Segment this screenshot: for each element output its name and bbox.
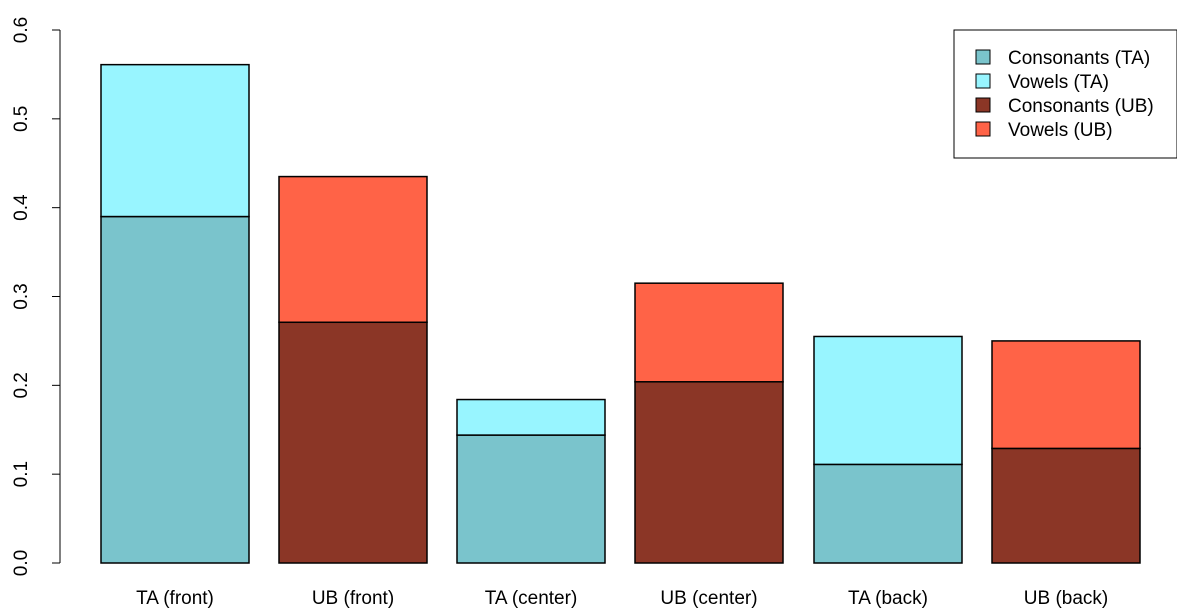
bars — [100, 63, 1141, 564]
x-category-label: UB (front) — [312, 588, 394, 609]
bar-segment — [100, 215, 250, 564]
y-tick-label: 0.6 — [11, 17, 32, 43]
bar-segment — [278, 321, 428, 564]
y-tick-label: 0.4 — [11, 194, 32, 221]
legend-label: Consonants (UB) — [1008, 96, 1154, 117]
x-category-label: TA (back) — [848, 588, 928, 609]
y-tick-label: 0.0 — [11, 550, 32, 576]
x-category-label: UB (center) — [660, 588, 757, 609]
x-category-label: UB (back) — [1024, 588, 1108, 609]
y-tick-label: 0.5 — [11, 106, 32, 132]
legend-swatch — [975, 73, 991, 89]
bar-segment — [991, 340, 1141, 450]
bar-segment — [456, 398, 606, 436]
bar-segment — [456, 434, 606, 564]
legend-swatch — [975, 49, 991, 65]
x-axis-labels: TA (front) UB (front) TA (center) UB (cente… — [136, 588, 1108, 609]
legend-swatch — [975, 97, 991, 113]
bar-segment — [813, 463, 963, 564]
bar-segment — [100, 63, 250, 218]
legend-label: Consonants (TA) — [1008, 48, 1150, 69]
y-tick-label: 0.3 — [11, 283, 32, 309]
bar-segment — [813, 335, 963, 466]
legend-swatch — [975, 121, 991, 137]
legend-box — [953, 29, 1177, 159]
bar-segment — [278, 175, 428, 324]
legend: Consonants (TA) Vowels (TA) Consonants (UB… — [953, 29, 1177, 159]
y-tick-label: 0.2 — [11, 372, 32, 398]
bar-segment — [634, 282, 784, 383]
y-axis: 0.0 0.1 0.2 0.3 0.4 0.5 0.6 — [11, 17, 61, 576]
x-category-label: TA (front) — [136, 588, 214, 609]
y-tick-label: 0.1 — [11, 461, 32, 487]
legend-label: Vowels (TA) — [1008, 72, 1109, 93]
bar-segment — [991, 447, 1141, 564]
bar-segment — [634, 381, 784, 564]
x-category-label: TA (center) — [485, 588, 578, 609]
legend-label: Vowels (UB) — [1008, 120, 1113, 141]
